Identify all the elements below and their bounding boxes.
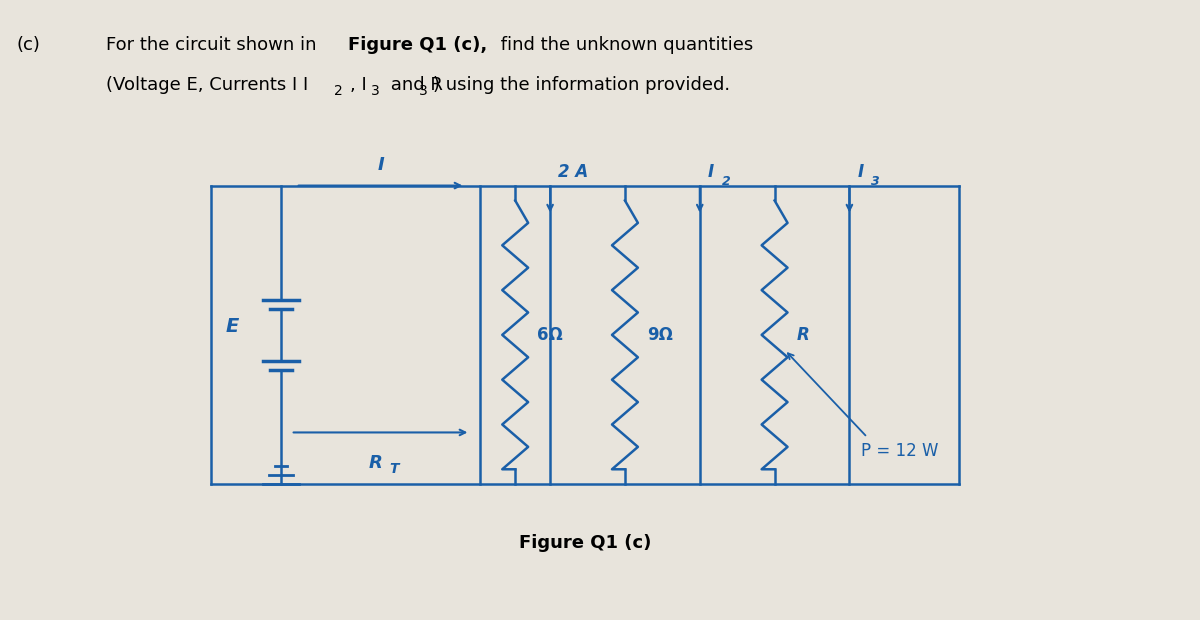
Text: , I: , I <box>349 76 366 94</box>
Text: I: I <box>708 162 714 180</box>
Text: P = 12 W: P = 12 W <box>862 443 938 461</box>
Text: ) using the information provided.: ) using the information provided. <box>433 76 731 94</box>
Text: I: I <box>377 156 384 174</box>
Text: R: R <box>368 454 383 472</box>
Text: T: T <box>390 463 400 476</box>
Text: I: I <box>858 162 864 180</box>
Text: 6Ω: 6Ω <box>538 326 563 344</box>
Text: R: R <box>797 326 809 344</box>
Text: 3: 3 <box>371 84 379 98</box>
Text: 3: 3 <box>871 175 880 188</box>
Text: (Voltage E, Currents I I: (Voltage E, Currents I I <box>106 76 308 94</box>
Text: 2: 2 <box>334 84 342 98</box>
Text: 2: 2 <box>721 175 731 188</box>
Text: and R: and R <box>385 76 443 94</box>
Text: Figure Q1 (c): Figure Q1 (c) <box>518 534 652 552</box>
Text: (c): (c) <box>17 36 41 54</box>
Text: For the circuit shown in: For the circuit shown in <box>106 36 323 54</box>
Text: find the unknown quantities: find the unknown quantities <box>496 36 754 54</box>
Text: 2 A: 2 A <box>558 162 588 180</box>
Text: E: E <box>226 317 239 337</box>
Text: 9Ω: 9Ω <box>647 326 673 344</box>
Text: 3: 3 <box>420 84 428 98</box>
Text: Figure Q1 (c),: Figure Q1 (c), <box>348 36 487 54</box>
